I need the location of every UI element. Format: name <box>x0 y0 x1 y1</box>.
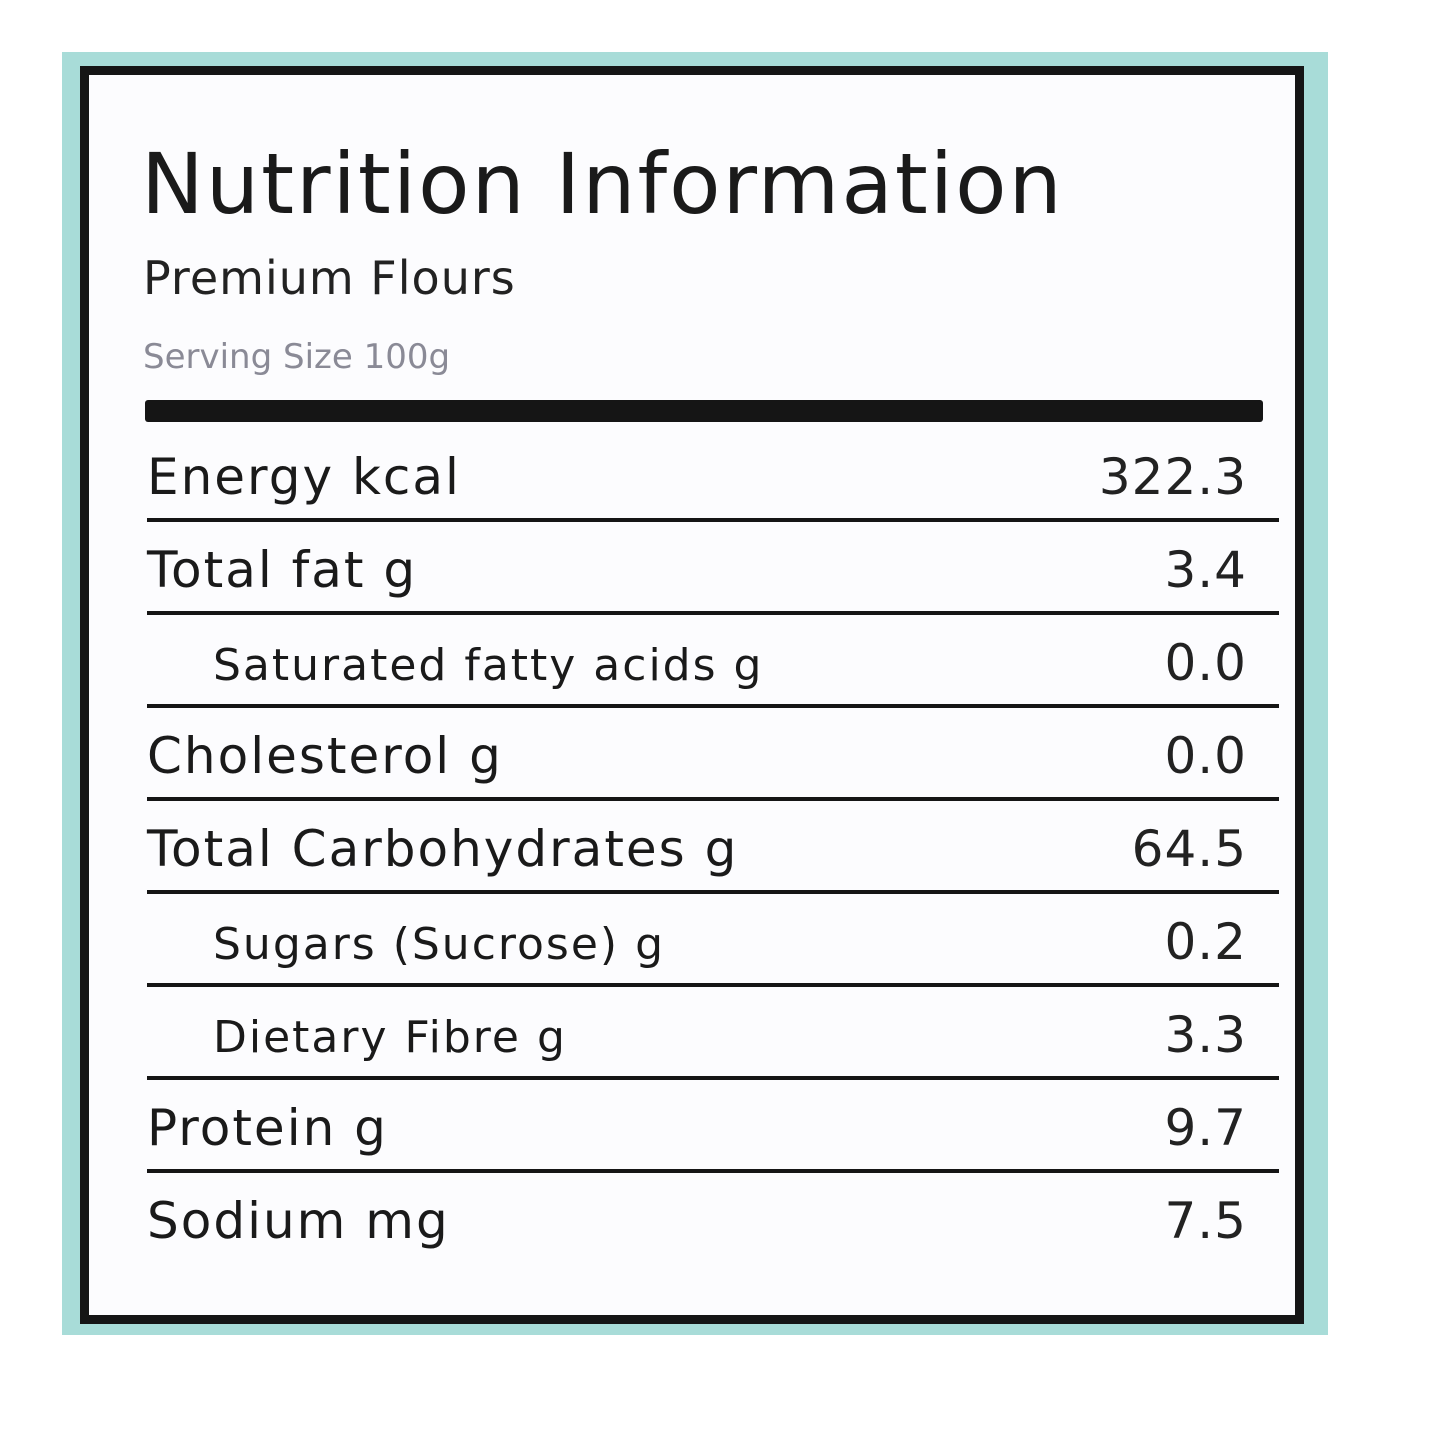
nutrient-name: Saturated fatty acids g <box>213 640 764 691</box>
nutrient-row: Energy kcal 322.3 <box>147 430 1279 522</box>
title: Nutrition Information <box>141 135 1064 233</box>
nutrient-value: 64.5 <box>1131 820 1247 878</box>
row-divider <box>147 611 1279 615</box>
nutrient-value: 9.7 <box>1164 1099 1247 1157</box>
row-divider <box>147 704 1279 708</box>
subtitle: Premium Flours <box>143 251 516 305</box>
nutrient-name: Sugars (Sucrose) g <box>213 919 666 970</box>
nutrient-row: Total Carbohydrates g 64.5 <box>147 802 1279 894</box>
nutrient-value: 0.2 <box>1164 913 1247 971</box>
row-divider <box>147 518 1279 522</box>
nutrient-name: Total Carbohydrates g <box>147 820 739 878</box>
thick-rule <box>145 400 1263 422</box>
nutrient-row: Sodium mg 7.5 <box>147 1174 1267 1266</box>
row-divider <box>147 797 1279 801</box>
row-divider <box>147 983 1279 987</box>
nutrient-row: Protein g 9.7 <box>147 1081 1279 1173</box>
nutrient-value: 3.3 <box>1164 1006 1247 1064</box>
nutrient-name: Cholesterol g <box>147 727 503 785</box>
nutrient-name: Energy kcal <box>147 448 461 506</box>
nutrient-row: Dietary Fibre g 3.3 <box>147 988 1279 1080</box>
nutrient-name: Total fat g <box>147 541 418 599</box>
row-divider <box>147 890 1279 894</box>
row-divider <box>147 1169 1279 1173</box>
nutrition-label: Nutrition Information Premium Flours Ser… <box>80 66 1304 1324</box>
nutrient-value: 0.0 <box>1164 727 1247 785</box>
row-divider <box>147 1076 1279 1080</box>
nutrient-row: Sugars (Sucrose) g 0.2 <box>147 895 1279 987</box>
nutrient-value: 0.0 <box>1164 634 1247 692</box>
nutrient-value: 3.4 <box>1164 541 1247 599</box>
nutrient-name: Dietary Fibre g <box>213 1012 567 1063</box>
nutrient-value: 7.5 <box>1164 1192 1247 1250</box>
serving-size: Serving Size 100g <box>143 337 451 377</box>
nutrient-row: Saturated fatty acids g 0.0 <box>147 616 1279 708</box>
nutrient-row: Total fat g 3.4 <box>147 523 1279 615</box>
nutrient-name: Sodium mg <box>147 1192 450 1250</box>
nutrient-row: Cholesterol g 0.0 <box>147 709 1279 801</box>
nutrient-name: Protein g <box>147 1099 388 1157</box>
nutrient-value: 322.3 <box>1098 448 1247 506</box>
